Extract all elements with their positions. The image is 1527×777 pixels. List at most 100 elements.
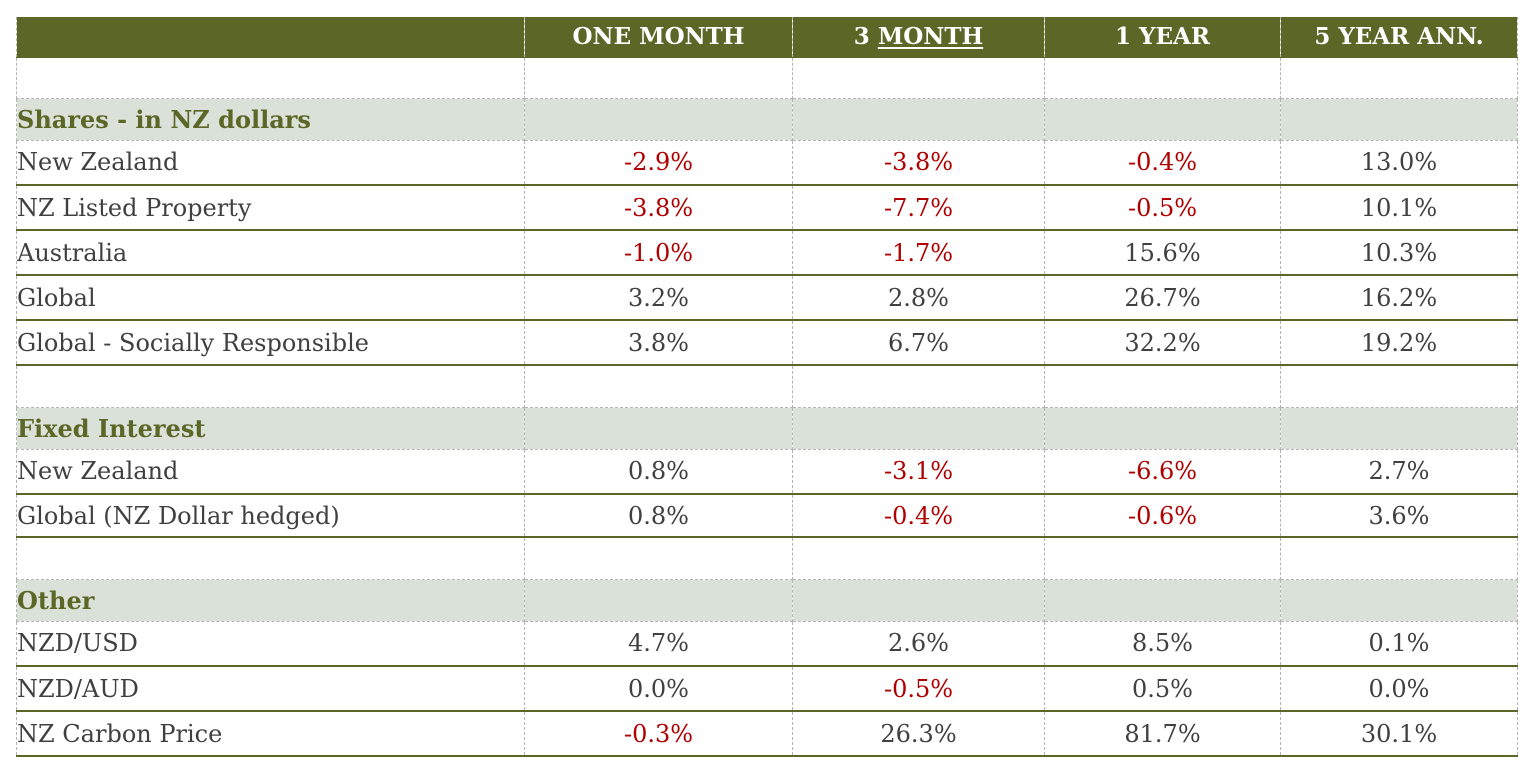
value-cell-1-year: 15.6% xyxy=(1044,230,1281,276)
section-blank-cell xyxy=(524,98,793,141)
table-row: NZ Carbon Price -0.3% 26.3% 81.7% 30.1% xyxy=(16,711,1518,757)
row-label: NZD/AUD xyxy=(16,666,525,712)
spacer-cell xyxy=(16,365,525,408)
value-cell-1-year: -6.6% xyxy=(1044,449,1281,495)
table-row: Global - Socially Responsible 3.8% 6.7% 32.… xyxy=(16,320,1518,366)
value-cell-one-month: -2.9% xyxy=(524,140,793,186)
value-cell-3-month: -7.7% xyxy=(792,185,1045,231)
section-row-fixed-interest: Fixed Interest xyxy=(16,407,1518,450)
table-row: NZD/USD 4.7% 2.6% 8.5% 0.1% xyxy=(16,621,1518,667)
value-cell-3-month: -1.7% xyxy=(792,230,1045,276)
section-title: Fixed Interest xyxy=(16,407,525,450)
spacer-cell xyxy=(524,365,793,408)
section-blank-cell xyxy=(792,579,1045,622)
row-label: Australia xyxy=(16,230,525,276)
table-header: ONE MONTH 3 MONTH 1 YEAR 5 YEAR ANN. xyxy=(16,17,1518,58)
value-cell-5-year-ann: 2.7% xyxy=(1280,449,1518,495)
value-cell-one-month: 0.8% xyxy=(524,494,793,538)
value-cell-5-year-ann: 3.6% xyxy=(1280,494,1518,538)
spacer-cell xyxy=(16,537,525,580)
value-cell-1-year: 8.5% xyxy=(1044,621,1281,667)
table-row: New Zealand -2.9% -3.8% -0.4% 13.0% xyxy=(16,140,1518,186)
header-three-month-text: 3 MONTH xyxy=(853,23,984,51)
value-cell-1-year: -0.5% xyxy=(1044,185,1281,231)
value-cell-1-year: 81.7% xyxy=(1044,711,1281,757)
value-cell-5-year-ann: 10.1% xyxy=(1280,185,1518,231)
row-label: Global xyxy=(16,275,525,321)
value-cell-5-year-ann: 0.0% xyxy=(1280,666,1518,712)
spacer-cell xyxy=(1280,365,1518,408)
section-blank-cell xyxy=(1044,98,1281,141)
value-cell-5-year-ann: 30.1% xyxy=(1280,711,1518,757)
spacer-cell xyxy=(16,57,525,99)
value-cell-5-year-ann: 16.2% xyxy=(1280,275,1518,321)
header-five-year-ann: 5 YEAR ANN. xyxy=(1280,17,1518,58)
table-row: NZ Listed Property -3.8% -7.7% -0.5% 10.1% xyxy=(16,185,1518,231)
value-cell-3-month: 26.3% xyxy=(792,711,1045,757)
value-cell-3-month: -3.8% xyxy=(792,140,1045,186)
value-cell-3-month: 6.7% xyxy=(792,320,1045,366)
section-blank-cell xyxy=(1044,407,1281,450)
value-cell-1-year: 26.7% xyxy=(1044,275,1281,321)
spacer-cell xyxy=(524,57,793,99)
value-cell-one-month: -1.0% xyxy=(524,230,793,276)
value-cell-3-month: 2.8% xyxy=(792,275,1045,321)
header-cell-blank xyxy=(16,17,525,58)
spacer-cell xyxy=(1280,537,1518,580)
section-title: Shares - in NZ dollars xyxy=(16,98,525,141)
returns-table: ONE MONTH 3 MONTH 1 YEAR 5 YEAR ANN. Sha… xyxy=(16,17,1518,757)
spacer-cell xyxy=(792,365,1045,408)
value-cell-1-year: -0.4% xyxy=(1044,140,1281,186)
spacer-cell xyxy=(792,537,1045,580)
section-row-shares-in-nz-dollars: Shares - in NZ dollars xyxy=(16,98,1518,141)
spacer-cell xyxy=(1044,57,1281,99)
section-blank-cell xyxy=(792,407,1045,450)
row-label: NZ Carbon Price xyxy=(16,711,525,757)
section-blank-cell xyxy=(524,579,793,622)
spacer-cell xyxy=(792,57,1045,99)
spacer-row xyxy=(16,57,1518,99)
header-three-month: 3 MONTH xyxy=(792,17,1045,58)
value-cell-5-year-ann: 10.3% xyxy=(1280,230,1518,276)
table-row: Australia -1.0% -1.7% 15.6% 10.3% xyxy=(16,230,1518,276)
value-cell-one-month: 0.0% xyxy=(524,666,793,712)
value-cell-one-month: 3.2% xyxy=(524,275,793,321)
header-one-month: ONE MONTH xyxy=(524,17,793,58)
spacer-cell xyxy=(1044,365,1281,408)
section-blank-cell xyxy=(1044,579,1281,622)
spacer-cell xyxy=(524,537,793,580)
table-body: Shares - in NZ dollars New Zealand -2.9% -3… xyxy=(16,57,1518,757)
section-blank-cell xyxy=(524,407,793,450)
table-row: Global 3.2% 2.8% 26.7% 16.2% xyxy=(16,275,1518,321)
header-row: ONE MONTH 3 MONTH 1 YEAR 5 YEAR ANN. xyxy=(16,17,1518,58)
value-cell-one-month: 4.7% xyxy=(524,621,793,667)
value-cell-3-month: -0.4% xyxy=(792,494,1045,538)
value-cell-1-year: 32.2% xyxy=(1044,320,1281,366)
value-cell-5-year-ann: 19.2% xyxy=(1280,320,1518,366)
value-cell-3-month: -0.5% xyxy=(792,666,1045,712)
value-cell-one-month: 0.8% xyxy=(524,449,793,495)
header-three-month-underlined: MONTH xyxy=(877,23,984,51)
section-blank-cell xyxy=(1280,407,1518,450)
row-label: Global (NZ Dollar hedged) xyxy=(16,494,525,538)
section-blank-cell xyxy=(1280,579,1518,622)
table-row: New Zealand 0.8% -3.1% -6.6% 2.7% xyxy=(16,449,1518,495)
row-label: New Zealand xyxy=(16,449,525,495)
value-cell-5-year-ann: 13.0% xyxy=(1280,140,1518,186)
section-blank-cell xyxy=(792,98,1045,141)
table-row: Global (NZ Dollar hedged) 0.8% -0.4% -0.6% 3… xyxy=(16,494,1518,538)
value-cell-one-month: -3.8% xyxy=(524,185,793,231)
value-cell-3-month: 2.6% xyxy=(792,621,1045,667)
table-row: NZD/AUD 0.0% -0.5% 0.5% 0.0% xyxy=(16,666,1518,712)
value-cell-5-year-ann: 0.1% xyxy=(1280,621,1518,667)
value-cell-one-month: -0.3% xyxy=(524,711,793,757)
value-cell-one-month: 3.8% xyxy=(524,320,793,366)
row-label: NZ Listed Property xyxy=(16,185,525,231)
spacer-cell xyxy=(1044,537,1281,580)
section-row-other: Other xyxy=(16,579,1518,622)
value-cell-1-year: -0.6% xyxy=(1044,494,1281,538)
spacer-cell xyxy=(1280,57,1518,99)
header-one-year: 1 YEAR xyxy=(1044,17,1281,58)
row-label: Global - Socially Responsible xyxy=(16,320,525,366)
section-title: Other xyxy=(16,579,525,622)
